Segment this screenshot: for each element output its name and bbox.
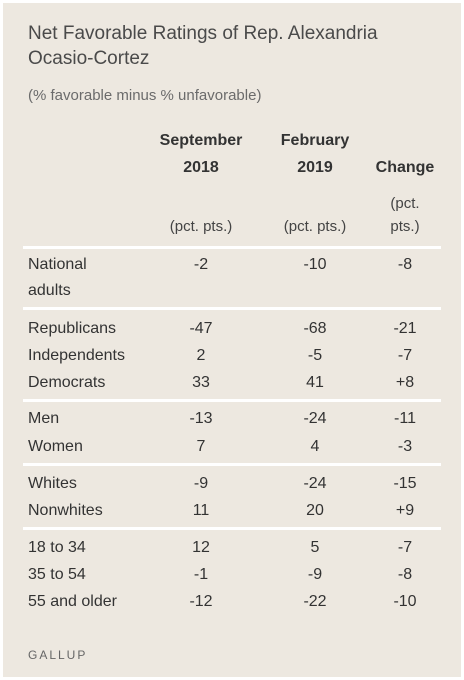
cell-feb2019: -9 — [307, 566, 323, 583]
separator — [23, 527, 441, 530]
source-label: GALLUP — [28, 648, 88, 662]
row-label: Nonwhites — [28, 502, 103, 519]
row-label: Whites — [28, 475, 77, 492]
cell-sep2018: 11 — [192, 502, 210, 519]
cell-change: -8 — [397, 256, 413, 273]
row-label-national-line1: National — [28, 256, 87, 273]
cell-change: -7 — [397, 539, 413, 556]
col-unit-change-line2: pts.) — [390, 218, 420, 235]
row-label: 18 to 34 — [28, 539, 86, 556]
cell-feb2019: 4 — [310, 438, 320, 455]
row-label: Men — [28, 410, 60, 427]
col-header-feb2019-line1: February — [280, 132, 350, 149]
cell-feb2019: -22 — [303, 593, 327, 610]
cell-feb2019: -24 — [303, 410, 327, 427]
cell-sep2018: 7 — [196, 438, 206, 455]
separator — [23, 246, 441, 249]
cell-change: -3 — [397, 438, 413, 455]
col-header-change: Change — [375, 159, 435, 176]
row-label: Democrats — [28, 374, 106, 391]
cell-feb2019: -68 — [303, 320, 327, 337]
row-label: 55 and older — [28, 593, 117, 610]
cell-feb2019: 20 — [306, 502, 324, 519]
table-subtitle: (% favorable minus % unfavorable) — [28, 87, 262, 104]
cell-change: -11 — [394, 410, 416, 427]
col-header-feb2019-line2: 2019 — [297, 159, 333, 176]
cell-sep2018: 12 — [192, 539, 210, 556]
cell-sep2018: 2 — [196, 347, 206, 364]
cell-sep2018: 33 — [192, 374, 210, 391]
cell-feb2019: -5 — [307, 347, 323, 364]
row-label-national-line2: adults — [28, 282, 71, 299]
col-header-sep2018-line2: 2018 — [183, 159, 219, 176]
cell-change: -10 — [393, 593, 417, 610]
cell-change: -21 — [393, 320, 417, 337]
cell-sep2018: -47 — [189, 320, 213, 337]
cell-feb2019: -10 — [303, 256, 327, 273]
separator — [23, 463, 441, 466]
cell-sep2018: -2 — [193, 256, 209, 273]
separator — [23, 399, 441, 402]
row-label: Republicans — [28, 320, 117, 337]
cell-feb2019: 41 — [306, 374, 324, 391]
cell-feb2019: -24 — [303, 475, 327, 492]
row-label: Women — [28, 438, 83, 455]
cell-change: -8 — [397, 566, 413, 583]
cell-sep2018: -13 — [189, 410, 213, 427]
col-unit-sep2018: (pct. pts.) — [169, 218, 233, 235]
row-label: Independents — [28, 347, 125, 364]
col-header-sep2018-line1: September — [159, 132, 243, 149]
cell-sep2018: -9 — [193, 475, 209, 492]
cell-sep2018: -1 — [193, 566, 209, 583]
col-unit-change-line1: (pct. — [390, 195, 420, 212]
separator — [23, 307, 441, 310]
ratings-card: Net Favorable Ratings of Rep. Alexandria… — [3, 3, 461, 677]
col-unit-feb2019: (pct. pts.) — [283, 218, 347, 235]
table-title: Net Favorable Ratings of Rep. Alexandria… — [28, 23, 378, 69]
cell-change: -7 — [397, 347, 413, 364]
cell-change: -15 — [393, 475, 417, 492]
cell-sep2018: -12 — [189, 593, 213, 610]
cell-feb2019: 5 — [310, 539, 320, 556]
row-label: 35 to 54 — [28, 566, 86, 583]
cell-change: +9 — [395, 502, 415, 519]
cell-change: +8 — [395, 374, 415, 391]
